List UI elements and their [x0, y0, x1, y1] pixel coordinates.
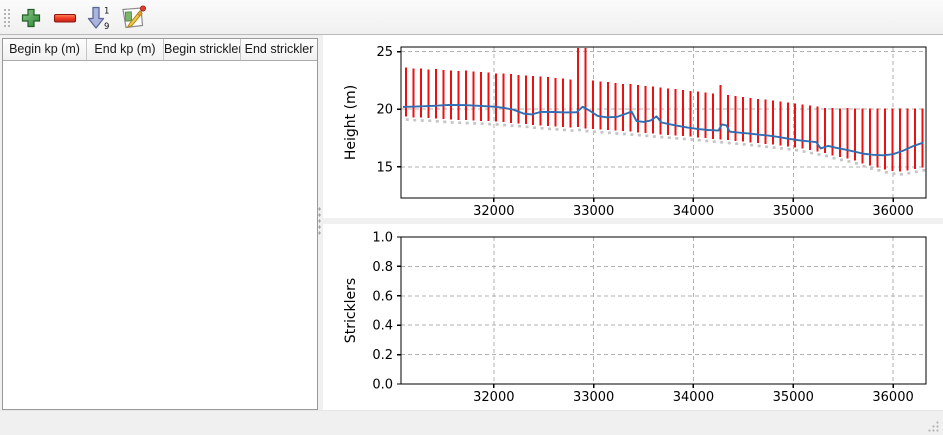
add-row-button[interactable]	[17, 4, 44, 31]
svg-text:36000: 36000	[872, 390, 913, 405]
stricklers-chart: 32000 33000 34000 35000 36000 0.0 0.2 0.4 0.6 0.8…	[343, 231, 927, 405]
svg-text:36000: 36000	[872, 204, 913, 218]
svg-text:35000: 35000	[773, 390, 814, 405]
resize-grip[interactable]	[927, 420, 940, 433]
svg-text:1.0: 1.0	[372, 231, 393, 246]
svg-text:33000: 33000	[573, 390, 614, 405]
column-header-begin-strickler[interactable]: Begin strickler	[164, 39, 241, 61]
svg-text:34000: 34000	[673, 204, 714, 218]
minus-icon	[53, 13, 76, 23]
svg-text:15: 15	[376, 160, 393, 175]
svg-text:Stricklers: Stricklers	[343, 278, 359, 343]
svg-text:1: 1	[104, 6, 109, 16]
splitter-handle[interactable]	[317, 38, 323, 410]
chart-panel: 32000 33000 34000 35000 36000 15 20 25 Height (m…	[323, 35, 943, 410]
svg-text:Height (m): Height (m)	[343, 85, 359, 160]
edit-table-button[interactable]	[118, 4, 148, 31]
svg-text:20: 20	[376, 103, 393, 118]
remove-row-button[interactable]	[51, 4, 78, 31]
svg-text:32000: 32000	[473, 390, 514, 405]
svg-text:34000: 34000	[673, 390, 714, 405]
status-bar	[0, 410, 943, 435]
svg-text:0.2: 0.2	[372, 348, 393, 363]
strickler-table: Begin kp (m) End kp (m) Begin strickler …	[2, 38, 318, 410]
column-header-begin-kp[interactable]: Begin kp (m)	[3, 39, 87, 61]
svg-text:32000: 32000	[473, 204, 514, 218]
toolbar-drag-handle[interactable]	[3, 8, 10, 28]
table-body[interactable]	[3, 61, 317, 409]
sort-numeric-descending-icon: 1 9	[87, 6, 109, 31]
column-header-end-strickler[interactable]: End strickler	[241, 39, 317, 61]
svg-text:25: 25	[376, 45, 393, 60]
svg-text:35000: 35000	[773, 204, 814, 218]
svg-text:33000: 33000	[573, 204, 614, 218]
height-chart: 32000 33000 34000 35000 36000 15 20 25 Height (m…	[343, 45, 927, 218]
sort-rows-button[interactable]: 1 9	[85, 4, 112, 31]
column-header-end-kp[interactable]: End kp (m)	[87, 39, 164, 61]
canvas-gap	[323, 218, 943, 224]
svg-text:0.4: 0.4	[372, 319, 393, 334]
table-header-row: Begin kp (m) End kp (m) Begin strickler …	[3, 39, 317, 61]
plus-icon	[21, 8, 40, 27]
svg-text:0.6: 0.6	[372, 289, 393, 304]
svg-text:9: 9	[104, 22, 109, 31]
svg-text:0.0: 0.0	[372, 378, 393, 393]
splitter-dots-icon	[318, 206, 321, 236]
toolbar: 1 9	[0, 0, 943, 35]
svg-text:0.8: 0.8	[372, 260, 393, 275]
edit-table-icon	[122, 5, 146, 28]
